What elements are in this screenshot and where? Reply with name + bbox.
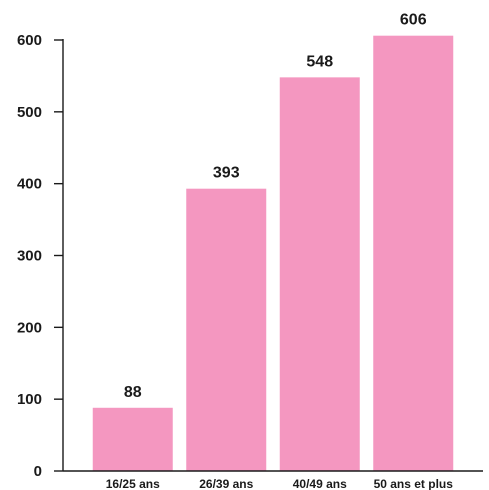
y-tick-label: 500 (17, 104, 42, 121)
data-label: 88 (124, 384, 142, 401)
x-axis: 16/25 ans 26/39 ans 40/49 ans 50 ans et plu… (63, 470, 483, 490)
y-axis: 0 100 200 300 400 500 600 (17, 32, 64, 480)
data-label: 548 (306, 53, 333, 70)
bars (92, 35, 454, 471)
data-label: 606 (400, 12, 427, 29)
x-tick-label: 26/39 ans (199, 477, 253, 490)
y-tick-label: 400 (17, 176, 42, 193)
y-tick-label: 300 (17, 248, 42, 265)
data-labels: 88 393 548 606 (124, 12, 427, 401)
bar-2 (186, 188, 267, 471)
x-tick-label: 16/25 ans (106, 477, 160, 490)
y-tick-label: 0 (34, 463, 42, 480)
bar-1 (92, 407, 173, 471)
y-tick-label: 100 (17, 391, 42, 408)
y-tick-label: 200 (17, 319, 42, 336)
x-tick-label: 40/49 ans (293, 477, 347, 490)
data-label: 393 (213, 165, 240, 182)
bar-4 (373, 35, 454, 471)
y-tick-label: 600 (17, 32, 42, 49)
x-tick-label: 50 ans et plus (374, 477, 454, 490)
bar-3 (279, 77, 360, 471)
